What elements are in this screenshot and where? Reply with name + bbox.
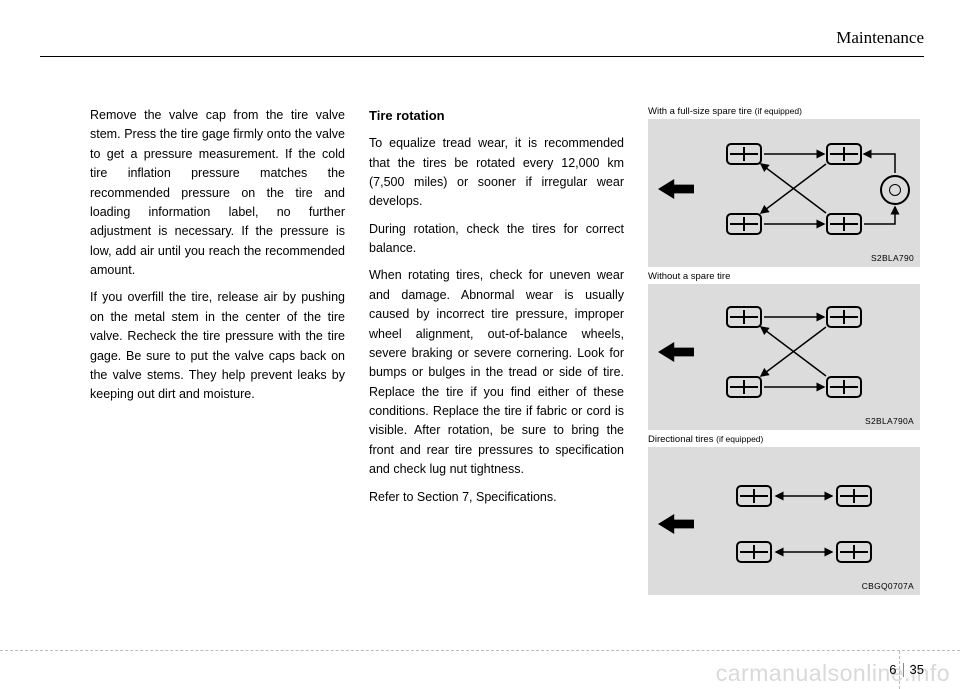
tire-fr-icon <box>826 143 862 165</box>
column-2: Tire rotation To equalize tread wear, it… <box>369 106 624 599</box>
figure-column: With a full-size spare tire (if equipped… <box>648 106 920 599</box>
figure-a: S2BLA790 <box>648 119 920 267</box>
rotation-lines-b <box>648 284 920 430</box>
header-rule <box>40 56 924 57</box>
footer-chapter: 6 <box>889 662 896 677</box>
figcap-text: Without a spare tire <box>648 271 730 282</box>
direction-arrow-icon <box>658 514 694 534</box>
tire-fl-icon <box>726 143 762 165</box>
body-para: Remove the valve cap from the tire valve… <box>90 106 345 280</box>
tire-rr-icon <box>836 541 872 563</box>
figcap-text: With a full-size spare tire <box>648 106 752 117</box>
figure-id-a: S2BLA790 <box>871 253 914 263</box>
figcap-note: (if equipped) <box>755 106 802 116</box>
column-1: Remove the valve cap from the tire valve… <box>90 106 345 599</box>
content-columns: Remove the valve cap from the tire valve… <box>90 106 920 599</box>
tire-fl-icon <box>726 306 762 328</box>
spare-tire-icon <box>880 175 910 205</box>
footer-dash-h <box>0 650 960 651</box>
subheading-tire-rotation: Tire rotation <box>369 106 624 126</box>
figure-b: S2BLA790A <box>648 284 920 430</box>
figure-id-b: S2BLA790A <box>865 416 914 426</box>
body-para: During rotation, check the tires for cor… <box>369 220 624 259</box>
footer-sep <box>903 663 904 677</box>
tire-rr-icon <box>826 376 862 398</box>
tire-rl-icon <box>726 213 762 235</box>
figcap-note: (if equipped) <box>716 434 763 444</box>
body-para: If you overfill the tire, release air by… <box>90 288 345 404</box>
page: Maintenance Remove the valve cap from th… <box>0 0 960 689</box>
figcap-text: Directional tires <box>648 434 713 445</box>
tire-fr-icon <box>836 485 872 507</box>
tire-rr-icon <box>826 213 862 235</box>
direction-arrow-icon <box>658 342 694 362</box>
figure-caption-b: Without a spare tire <box>648 271 920 282</box>
page-footer: 6 35 <box>889 662 924 677</box>
figure-id-c: CBGQ0707A <box>862 581 914 591</box>
direction-arrow-icon <box>658 179 694 199</box>
tire-fr-icon <box>826 306 862 328</box>
tire-rl-icon <box>736 541 772 563</box>
tire-rl-icon <box>726 376 762 398</box>
tire-fl-icon <box>736 485 772 507</box>
body-para: When rotating tires, check for uneven we… <box>369 266 624 479</box>
figure-caption-c: Directional tires (if equipped) <box>648 434 920 445</box>
section-header: Maintenance <box>836 28 924 48</box>
figure-caption-a: With a full-size spare tire (if equipped… <box>648 106 920 117</box>
body-para: To equalize tread wear, it is recommende… <box>369 134 624 212</box>
body-para: Refer to Section 7, Specifications. <box>369 488 624 507</box>
footer-page: 35 <box>910 662 924 677</box>
figure-c: CBGQ0707A <box>648 447 920 595</box>
